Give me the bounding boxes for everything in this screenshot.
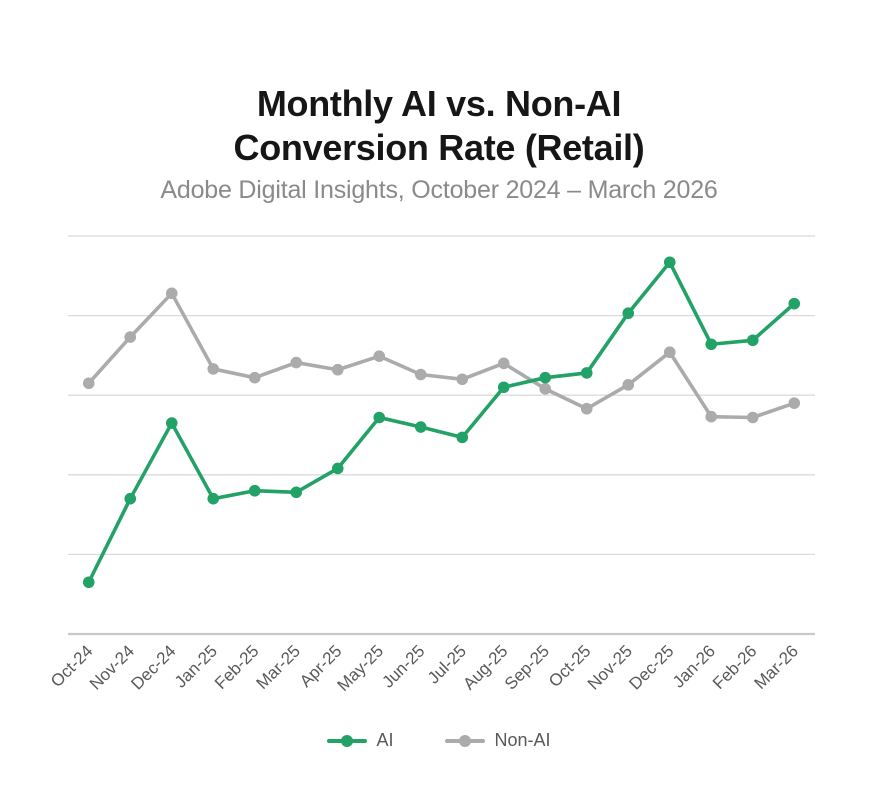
ai-series-point-mar-25 — [290, 486, 303, 499]
ai-series-point-jan-26 — [705, 338, 718, 351]
ai-series-point-feb-25 — [248, 484, 261, 497]
non-ai-series-point-jul-25 — [456, 373, 469, 386]
non-ai-series-point-nov-24 — [124, 331, 137, 343]
x-axis-label-feb-25: Feb-25 — [211, 641, 263, 693]
x-axis-label-jan-26: Jan-26 — [669, 641, 719, 691]
non-ai-series-point-feb-25 — [248, 371, 261, 384]
legend-item-non-ai[interactable]: Non-AI — [445, 730, 551, 751]
ai-series-point-oct-24 — [82, 576, 95, 589]
non-ai-series-point-oct-25 — [580, 402, 593, 415]
non-ai-series-point-jan-26 — [705, 410, 718, 423]
ai-series-point-mar-26 — [788, 297, 801, 310]
non-ai-series-point-dec-25 — [663, 346, 676, 359]
chart-title-line-2: Conversion Rate (Retail) — [233, 127, 645, 169]
ai-series-point-jun-25 — [414, 421, 427, 433]
non-ai-legend-marker-icon — [445, 734, 486, 747]
non-ai-legend-label: Non-AI — [494, 730, 551, 750]
ai-series-point-jul-25 — [456, 431, 469, 444]
x-axis-label-feb-26: Feb-26 — [709, 641, 761, 693]
ai-series-point-nov-25 — [622, 307, 635, 320]
x-axis-label-nov-24: Nov-24 — [86, 641, 138, 693]
x-axis-label-nov-25: Nov-25 — [584, 641, 636, 693]
non-ai-series-point-mar-26 — [788, 397, 801, 409]
ai-legend-marker-icon — [327, 734, 368, 747]
legend-item-ai[interactable]: AI — [327, 730, 393, 751]
non-ai-series-line — [86, 291, 797, 420]
ai-legend-label: AI — [376, 730, 394, 750]
ai-series-point-dec-24 — [165, 417, 178, 429]
ai-series-point-may-25 — [373, 411, 386, 424]
non-ai-series-point-jan-25 — [207, 363, 220, 375]
ai-series-point-feb-26 — [746, 334, 759, 347]
ai-series-point-dec-25 — [663, 256, 676, 269]
non-ai-series-point-may-25 — [373, 350, 386, 362]
non-ai-series-point-nov-25 — [622, 379, 635, 391]
x-axis-label-aug-25: Aug-25 — [459, 641, 511, 693]
non-ai-series-point-sep-25 — [539, 383, 552, 395]
x-axis-label-dec-24: Dec-24 — [127, 641, 179, 693]
ai-series-line — [86, 260, 797, 585]
line-chart-plot-area: Oct-24Nov-24Dec-24Jan-25Feb-25Mar-25Apr-… — [47, 235, 815, 695]
x-axis-label-jun-25: Jun-25 — [378, 641, 428, 691]
non-ai-series-point-mar-25 — [290, 356, 303, 369]
ai-series-point-jan-25 — [207, 492, 220, 505]
ai-series-point-aug-25 — [497, 381, 510, 394]
chart-legend: AI Non-AI — [0, 730, 878, 751]
x-axis-label-dec-25: Dec-25 — [625, 641, 677, 693]
ai-series-point-nov-24 — [124, 492, 137, 505]
ai-series-point-apr-25 — [331, 462, 344, 475]
ai-series-point-sep-25 — [539, 371, 552, 384]
non-ai-series-point-dec-24 — [165, 287, 178, 300]
x-axis-label-may-25: May-25 — [334, 641, 388, 695]
ai-series-point-oct-25 — [580, 367, 593, 379]
chart-title-line-1: Monthly AI vs. Non-AI — [256, 83, 622, 124]
x-axis-label-mar-25: Mar-25 — [253, 641, 305, 693]
non-ai-series-point-jun-25 — [414, 368, 427, 381]
x-axis-label-mar-26: Mar-26 — [751, 641, 803, 693]
non-ai-series-point-feb-26 — [746, 411, 759, 424]
non-ai-series-point-oct-24 — [82, 377, 95, 390]
non-ai-series-point-apr-25 — [331, 363, 344, 376]
chart-title: Monthly AI vs. Non-AI Conversion Rate (R… — [0, 82, 878, 171]
x-axis-label-sep-25: Sep-25 — [501, 641, 553, 693]
non-ai-series-point-aug-25 — [497, 357, 510, 370]
chart-subtitle: Adobe Digital Insights, October 2024 – M… — [160, 176, 718, 204]
x-axis-label-jan-25: Jan-25 — [171, 641, 221, 691]
